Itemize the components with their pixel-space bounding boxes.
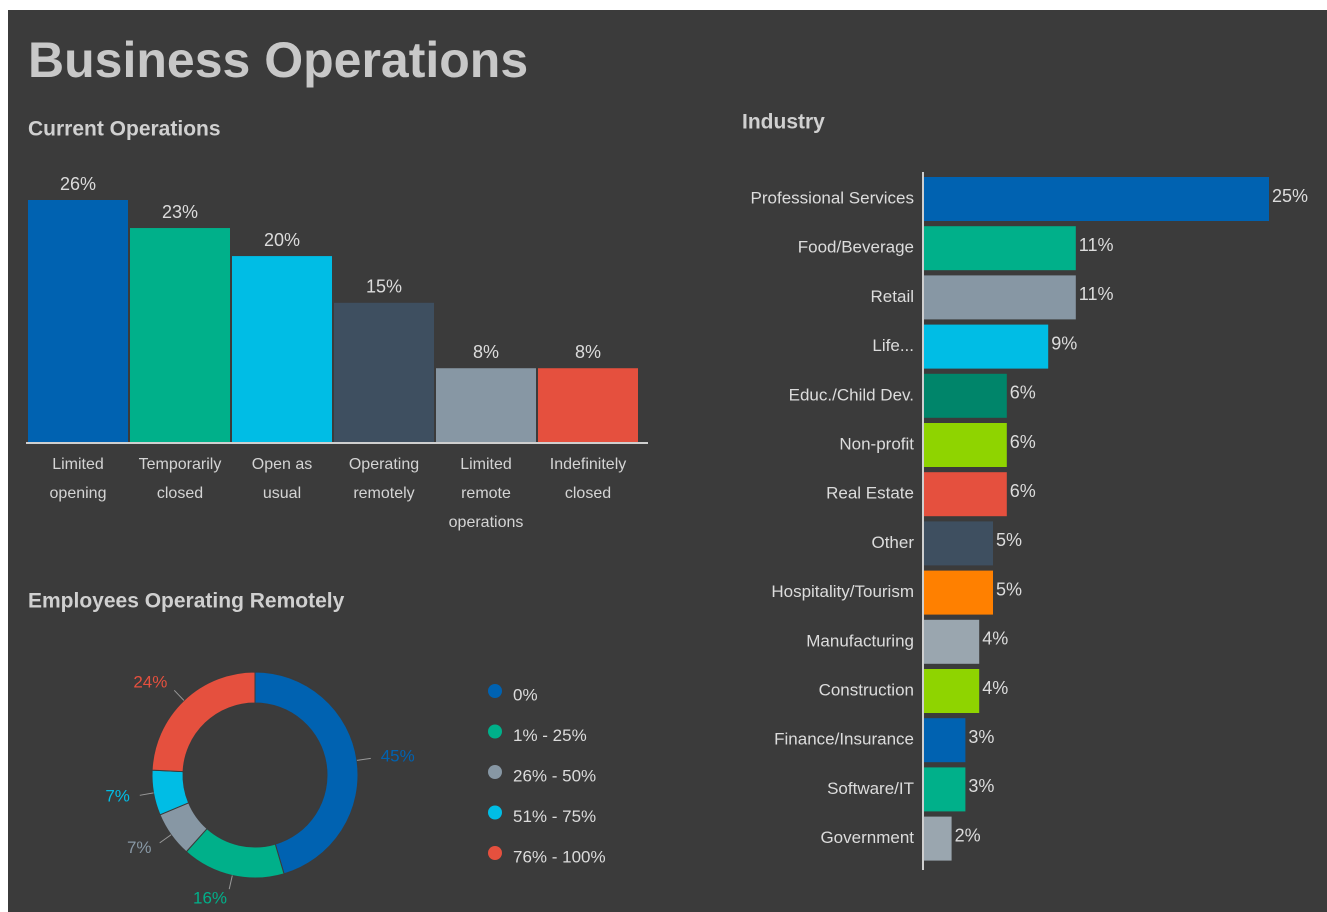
legend-label: 26% - 50%	[513, 766, 596, 785]
data-label: 5%	[996, 579, 1022, 599]
data-label: 8%	[473, 342, 499, 362]
bar	[436, 368, 536, 443]
y-tick-label: Manufacturing	[806, 631, 914, 650]
page-title: Business Operations	[28, 32, 528, 88]
data-label: 4%	[982, 678, 1008, 698]
y-tick-label: Educ./Child Dev.	[789, 385, 914, 404]
legend-label: 1% - 25%	[513, 726, 587, 745]
donut-segment	[254, 671, 359, 875]
leader-line	[173, 689, 185, 701]
y-tick-label: Real Estate	[826, 484, 914, 503]
y-tick-label: Construction	[819, 680, 914, 699]
data-label: 9%	[1051, 333, 1077, 353]
bar	[538, 368, 638, 443]
y-tick-label: Hospitality/Tourism	[771, 582, 914, 601]
bar	[924, 619, 980, 664]
bar	[924, 226, 1076, 271]
bar	[924, 177, 1269, 221]
chart-title: Industry	[742, 111, 825, 134]
data-label: 24%	[133, 673, 167, 692]
donut-segment	[151, 671, 256, 773]
x-tick-label: Limited remote operations	[448, 456, 524, 531]
data-label: 23%	[162, 202, 198, 222]
leader-line	[139, 792, 154, 796]
data-label: 5%	[996, 530, 1022, 550]
leader-line	[159, 834, 172, 844]
data-label: 7%	[105, 787, 130, 806]
data-label: 15%	[366, 277, 402, 297]
x-tick-label: Limited opening	[49, 456, 107, 502]
bar	[924, 423, 1007, 467]
data-label: 6%	[1010, 383, 1036, 403]
legend-swatch	[488, 805, 502, 820]
data-label: 7%	[127, 838, 152, 857]
bar	[924, 669, 980, 713]
leader-line	[356, 757, 371, 761]
bar	[130, 228, 230, 443]
y-tick-label: Government	[820, 828, 914, 847]
bar	[334, 302, 434, 443]
data-label: 26%	[60, 174, 96, 194]
bar	[924, 767, 966, 812]
bar	[924, 472, 1007, 517]
x-tick-label: Temporarily closed	[138, 456, 222, 502]
data-label: 8%	[575, 342, 601, 362]
bar	[924, 718, 966, 763]
leader-line	[228, 875, 233, 890]
data-label: 16%	[193, 888, 227, 907]
bar	[924, 521, 993, 566]
chart-title: Employees Operating Remotely	[28, 590, 345, 613]
bar	[232, 256, 332, 443]
legend-label: 51% - 75%	[513, 807, 596, 826]
chart-title: Current Operations	[28, 118, 221, 141]
data-label: 3%	[968, 776, 994, 796]
data-label: 45%	[381, 746, 415, 765]
legend-swatch	[488, 724, 502, 739]
data-label: 11%	[1079, 284, 1114, 304]
legend-swatch	[488, 684, 502, 698]
bar	[924, 373, 1007, 418]
canvas: Business Operations Current Operations E…	[26, 32, 1308, 907]
legend-swatch	[488, 765, 502, 779]
x-tick-label: Open as usual	[251, 456, 313, 502]
bar	[924, 816, 952, 861]
bar	[924, 275, 1076, 320]
data-label: 2%	[955, 825, 981, 845]
y-tick-label: Finance/Insurance	[774, 730, 914, 749]
y-tick-label: Software/IT	[827, 779, 914, 798]
data-label: 6%	[1010, 432, 1036, 452]
y-tick-label: Professional Services	[751, 188, 914, 207]
data-label: 6%	[1010, 481, 1036, 501]
x-tick-label: Indefinitely closed	[549, 456, 627, 502]
data-label: 20%	[264, 230, 300, 250]
x-tick-label: Operating remotely	[348, 456, 420, 502]
legend-label: 76% - 100%	[513, 847, 606, 866]
legend-label: 0%	[513, 685, 538, 704]
bar	[28, 200, 128, 443]
data-label: 11%	[1079, 235, 1114, 255]
y-tick-label: Food/Beverage	[798, 238, 914, 257]
data-label: 3%	[968, 727, 994, 747]
data-label: 4%	[982, 629, 1008, 649]
y-tick-label: Non-profit	[839, 434, 914, 453]
legend-swatch	[488, 846, 502, 860]
y-tick-label: Other	[871, 533, 914, 552]
dashboard: Business Operations Current Operations E…	[8, 10, 1327, 912]
bar	[924, 324, 1049, 369]
data-label: 25%	[1272, 186, 1308, 206]
y-tick-label: Retail	[871, 287, 914, 306]
bar	[924, 570, 993, 615]
y-tick-label: Life...	[872, 336, 914, 355]
